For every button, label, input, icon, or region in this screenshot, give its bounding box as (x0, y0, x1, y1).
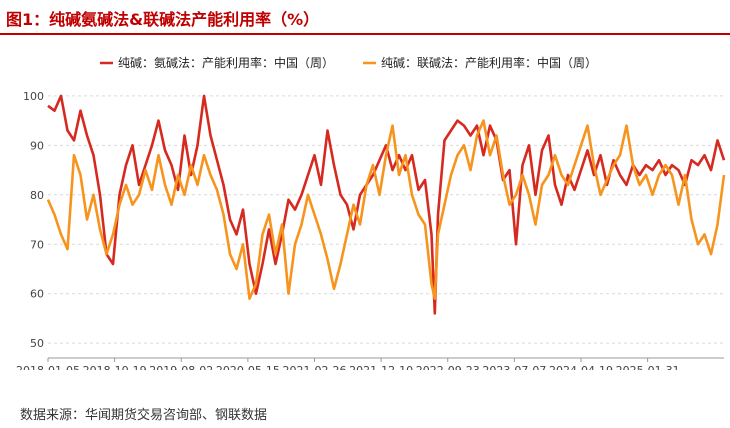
series-line-1 (47, 94, 726, 315)
title-rule (0, 33, 730, 35)
series-lines (46, 94, 726, 315)
y-tick-label: 60 (30, 288, 44, 301)
series-line-2 (46, 119, 726, 301)
x-tick-label: 2021-02-26 (283, 364, 347, 370)
legend-label-series-2: 纯碱：联碱法：产能利用率：中国（周） (381, 55, 597, 70)
x-tick-label: 2024-04-19 (549, 364, 613, 370)
x-tick-label: 2020-05-15 (216, 364, 280, 370)
y-tick-label: 50 (30, 337, 44, 350)
legend-label-series-1: 纯碱：氨碱法：产能利用率：中国（周） (118, 55, 334, 70)
legend: 纯碱：氨碱法：产能利用率：中国（周） 纯碱：联碱法：产能利用率：中国（周） (100, 55, 597, 70)
x-tick-label: 2021-12-10 (349, 364, 413, 370)
x-tick-label: 2022-09-23 (416, 364, 480, 370)
x-axis-ticks: 2018-01-052018-10-192019-08-022020-05-15… (16, 358, 680, 370)
x-tick-label: 2018-01-05 (16, 364, 80, 370)
x-tick-label: 2023-07-07 (482, 364, 546, 370)
line-chart: 纯碱：氨碱法：产能利用率：中国（周） 纯碱：联碱法：产能利用率：中国（周） 50… (16, 55, 726, 370)
figure-title: 图1：纯碱氨碱法&联碱法产能利用率（%） (6, 10, 320, 29)
y-tick-label: 70 (30, 238, 44, 251)
y-tick-label: 100 (23, 90, 44, 103)
y-axis-ticks: 50 60 70 80 90 100 (23, 90, 44, 350)
y-tick-label: 90 (30, 139, 44, 152)
x-tick-label: 2025-01-31 (616, 364, 680, 370)
y-tick-label: 80 (30, 189, 44, 202)
x-tick-label: 2018-10-19 (83, 364, 147, 370)
gridlines (48, 95, 724, 344)
x-tick-label: 2019-08-02 (149, 364, 213, 370)
source-note: 数据来源：华闻期货交易咨询部、钢联数据 (20, 408, 268, 423)
